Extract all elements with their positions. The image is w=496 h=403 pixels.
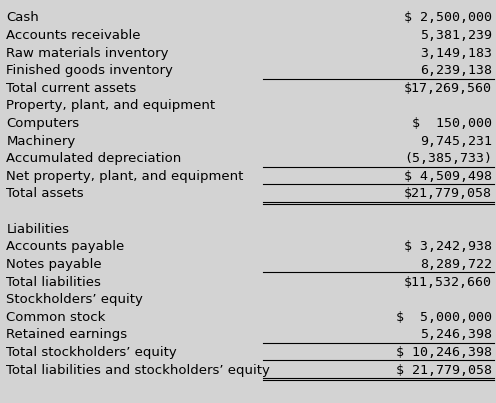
Text: Cash: Cash [6,11,39,25]
Text: 5,246,398: 5,246,398 [420,328,492,341]
Text: Retained earnings: Retained earnings [6,328,127,341]
Text: 8,289,722: 8,289,722 [420,258,492,271]
Text: Total assets: Total assets [6,187,84,200]
Text: Accumulated depreciation: Accumulated depreciation [6,152,182,165]
Text: Raw materials inventory: Raw materials inventory [6,47,169,60]
Text: Finished goods inventory: Finished goods inventory [6,64,173,77]
Text: $ 21,779,058: $ 21,779,058 [396,364,492,376]
Text: Net property, plant, and equipment: Net property, plant, and equipment [6,170,244,183]
Text: Liabilities: Liabilities [6,223,69,236]
Text: 5,381,239: 5,381,239 [420,29,492,42]
Text: Total stockholders’ equity: Total stockholders’ equity [6,346,177,359]
Text: $ 3,242,938: $ 3,242,938 [404,240,492,253]
Text: Notes payable: Notes payable [6,258,102,271]
Text: $ 2,500,000: $ 2,500,000 [404,11,492,25]
Text: Accounts payable: Accounts payable [6,240,124,253]
Text: Machinery: Machinery [6,135,75,147]
Text: (5,385,733): (5,385,733) [404,152,492,165]
Text: Stockholders’ equity: Stockholders’ equity [6,293,143,306]
Text: 3,149,183: 3,149,183 [420,47,492,60]
Text: 6,239,138: 6,239,138 [420,64,492,77]
Text: Computers: Computers [6,117,79,130]
Text: $17,269,560: $17,269,560 [404,82,492,95]
Text: $ 4,509,498: $ 4,509,498 [404,170,492,183]
Text: Total liabilities: Total liabilities [6,276,101,289]
Text: Accounts receivable: Accounts receivable [6,29,141,42]
Text: 9,745,231: 9,745,231 [420,135,492,147]
Text: $11,532,660: $11,532,660 [404,276,492,289]
Text: Total current assets: Total current assets [6,82,136,95]
Text: $  150,000: $ 150,000 [412,117,492,130]
Text: $  5,000,000: $ 5,000,000 [396,311,492,324]
Text: Property, plant, and equipment: Property, plant, and equipment [6,100,215,112]
Text: Total liabilities and stockholders’ equity: Total liabilities and stockholders’ equi… [6,364,270,376]
Text: $ 10,246,398: $ 10,246,398 [396,346,492,359]
Text: Common stock: Common stock [6,311,106,324]
Text: $21,779,058: $21,779,058 [404,187,492,200]
